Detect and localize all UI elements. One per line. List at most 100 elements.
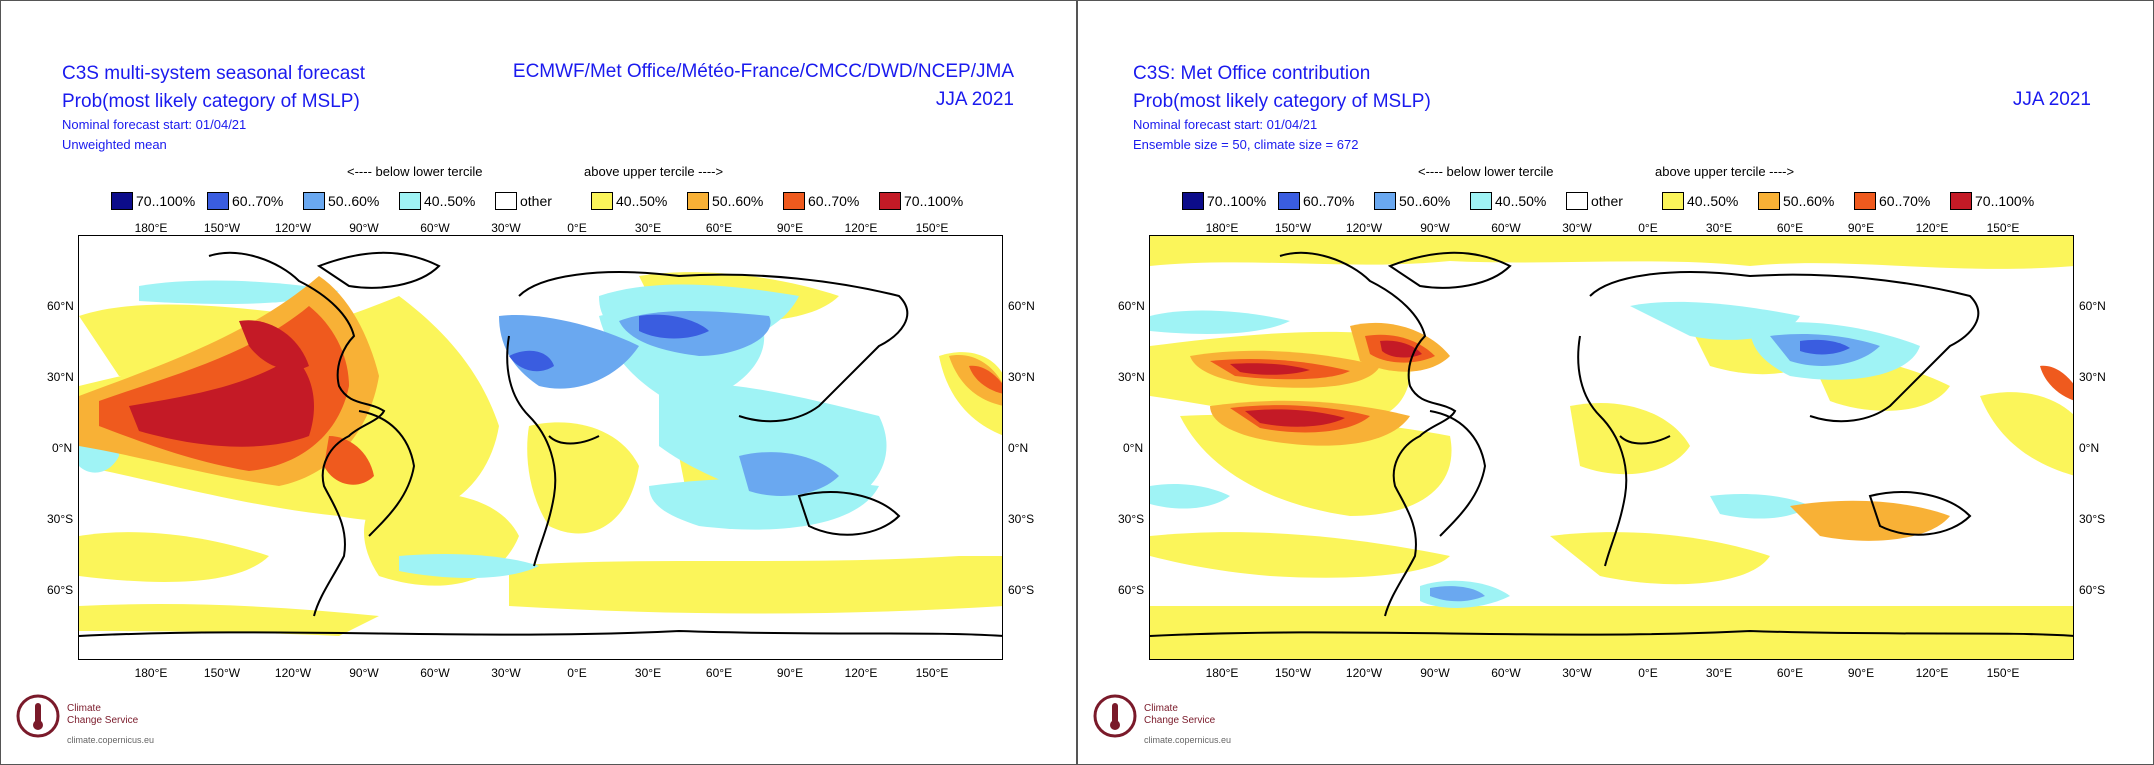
lat-label: 60°S (1118, 583, 1145, 597)
lat-label: 30°S (2079, 512, 2106, 526)
lat-label: 0°N (2079, 441, 2100, 455)
lat-label: 30°N (1118, 370, 1145, 384)
lon-label: 30°E (634, 221, 662, 235)
logo-line1: Climate (67, 703, 101, 714)
lon-label: 30°W (491, 221, 521, 235)
lon-label: 150°W (1274, 666, 1312, 680)
lat-label: 60°N (47, 299, 74, 313)
legend-item: 70..100% (1182, 191, 1266, 211)
legend-swatch (1374, 192, 1396, 210)
legend-item: 70..100% (1950, 191, 2034, 211)
legend-label: 40..50% (1687, 193, 1739, 209)
legend-swatch (1950, 192, 1972, 210)
lon-label: 60°E (705, 221, 733, 235)
legend-label: 50..60% (1399, 193, 1451, 209)
lon-label: 150°E (1986, 221, 2020, 235)
lat-label: 60°N (2079, 299, 2106, 313)
lat-label: 60°N (1118, 299, 1145, 313)
legend-label: 60..70% (1303, 193, 1355, 209)
map-canvas (1150, 236, 2073, 659)
legend-label: 50..60% (328, 193, 380, 209)
legend-swatch (1758, 192, 1780, 210)
legend-label: 40..50% (616, 193, 668, 209)
lon-label: 180°E (134, 666, 168, 680)
lon-label: 60°W (1491, 221, 1521, 235)
above-tercile-label: above upper tercile ----> (1655, 164, 1795, 179)
legend-item: 50..60% (1374, 191, 1450, 211)
legend-label: 70..100% (904, 193, 964, 209)
legend-swatch (207, 192, 229, 210)
lon-label: 30°W (491, 666, 521, 680)
legend-label: 70..100% (136, 193, 196, 209)
legend-label: 60..70% (808, 193, 860, 209)
lat-label: 60°S (1008, 583, 1035, 597)
lon-label: 90°E (776, 666, 804, 680)
lat-label: 0°N (52, 441, 73, 455)
legend-swatch (1854, 192, 1876, 210)
legend-item: other (1566, 191, 1623, 211)
panel-variable-title: Prob(most likely category of MSLP) (1133, 91, 1431, 112)
lon-label: 120°W (274, 666, 312, 680)
lon-label: 90°W (349, 221, 379, 235)
logo-url: climate.copernicus.eu (67, 735, 155, 745)
legend-item: 50..60% (687, 191, 763, 211)
legend-item: 40..50% (1662, 191, 1738, 211)
lat-label: 0°N (1123, 441, 1144, 455)
lon-label: 0°E (1638, 666, 1658, 680)
legend-swatch (1470, 192, 1492, 210)
lon-label: 120°E (1915, 666, 1949, 680)
panel-variable-title: Prob(most likely category of MSLP) (62, 91, 360, 112)
panel-title: C3S multi-system seasonal forecast (62, 63, 366, 84)
lon-label: 150°E (915, 666, 949, 680)
panel-subtitle: Unweighted mean (62, 137, 167, 152)
forecast-panel-multi-system: C3S multi-system seasonal forecast Prob(… (0, 0, 1077, 765)
legend-swatch (687, 192, 709, 210)
climate-change-logo-icon (1093, 694, 1137, 738)
lon-label: 120°W (1345, 221, 1383, 235)
legend-item: 60..70% (207, 191, 283, 211)
legend-label: other (520, 193, 552, 209)
legend-label: 70..100% (1207, 193, 1267, 209)
legend-swatch (111, 192, 133, 210)
legend-swatch (495, 192, 517, 210)
lon-label: 30°W (1562, 666, 1592, 680)
lat-label: 30°S (47, 512, 74, 526)
logo-url: climate.copernicus.eu (1144, 735, 1232, 745)
legend-item: 40..50% (399, 191, 475, 211)
lat-label: 60°S (47, 583, 74, 597)
lon-label: 60°W (420, 666, 450, 680)
copernicus-logo: Climate Change Service climate.copernicu… (15, 691, 315, 751)
lon-label: 120°W (274, 221, 312, 235)
lon-label: 150°W (203, 666, 241, 680)
legend-swatch (1566, 192, 1588, 210)
season-label: JJA 2021 (2012, 89, 2091, 110)
legend-item: 60..70% (1854, 191, 1930, 211)
lat-label: 30°N (1008, 370, 1035, 384)
legend-swatch (1662, 192, 1684, 210)
legend-label: 70..100% (1975, 193, 2035, 209)
lon-label: 150°W (203, 221, 241, 235)
lon-label: 180°E (1205, 666, 1239, 680)
legend-item: 60..70% (1278, 191, 1354, 211)
logo-line2: Change Service (1144, 715, 1216, 726)
models-list: ECMWF/Met Office/Météo-France/CMCC/DWD/N… (512, 61, 1014, 82)
lon-label: 180°E (134, 221, 168, 235)
lon-label: 120°E (1915, 221, 1949, 235)
lon-label: 60°W (420, 221, 450, 235)
lat-label: 30°S (1118, 512, 1145, 526)
probability-map (78, 235, 1003, 660)
lon-label: 30°E (1705, 666, 1733, 680)
legend-label: 60..70% (232, 193, 284, 209)
lat-label: 30°N (47, 370, 74, 384)
below-tercile-label: <---- below lower tercile (347, 164, 483, 179)
logo-line1: Climate (1144, 703, 1178, 714)
lon-label: 150°W (1274, 221, 1312, 235)
legend-swatch (591, 192, 613, 210)
probability-map (1149, 235, 2074, 660)
logo-line2: Change Service (67, 715, 139, 726)
panel-title: C3S: Met Office contribution (1133, 63, 1371, 84)
legend-swatch (303, 192, 325, 210)
season-label: JJA 2021 (935, 89, 1014, 110)
legend-item: 40..50% (591, 191, 667, 211)
lon-label: 60°W (1491, 666, 1521, 680)
